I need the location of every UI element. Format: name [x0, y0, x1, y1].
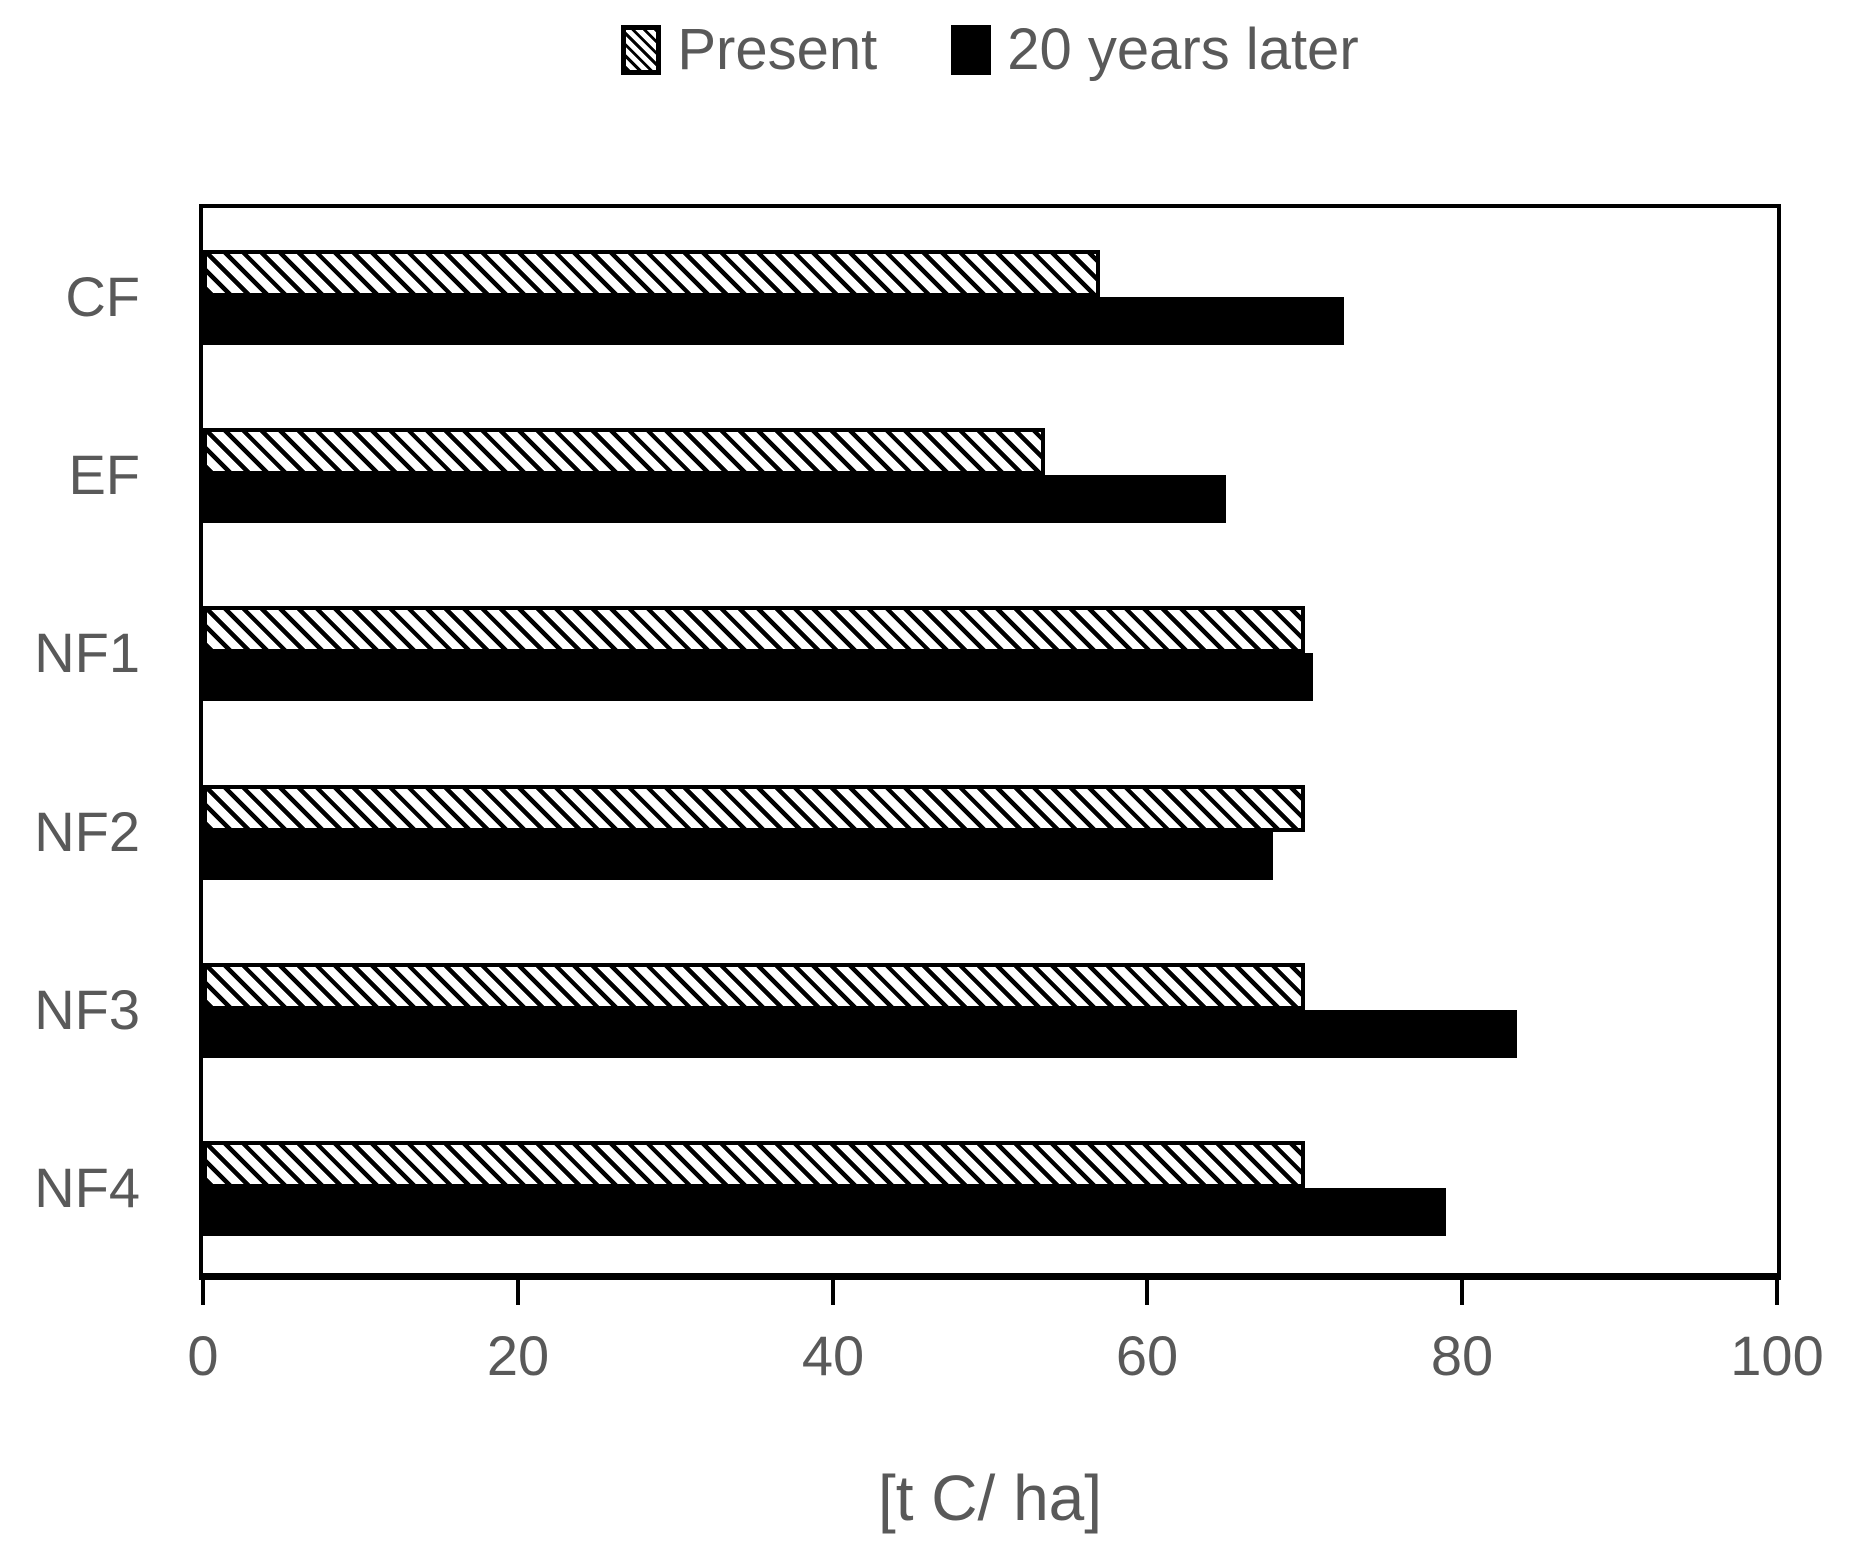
legend-item-20-years-later: 20 years later [951, 17, 1359, 82]
x-tick-label-40: 40 [801, 1324, 865, 1387]
category-label-nf3: NF3 [34, 978, 140, 1041]
x-tick-label-60: 60 [1115, 1324, 1179, 1387]
legend-item-present: Present [621, 21, 877, 79]
category-label-nf1: NF1 [34, 621, 140, 684]
category-label-nf2: NF2 [34, 800, 140, 863]
bar-hatched-ef [203, 428, 1045, 475]
category-label-cf: CF [65, 265, 140, 328]
x-tick-mark-20 [516, 1280, 520, 1305]
x-axis-title: [t C/ ha] [877, 1462, 1103, 1534]
x-tick-label-0: 0 [187, 1324, 219, 1387]
bar-hatched-nf3 [203, 963, 1305, 1010]
bar-solid-nf2 [203, 832, 1273, 880]
x-tick-mark-40 [831, 1280, 835, 1305]
category-label-nf4: NF4 [34, 1156, 140, 1219]
x-tick-mark-60 [1145, 1280, 1149, 1305]
bar-solid-ef [203, 475, 1226, 523]
x-tick-mark-100 [1775, 1280, 1779, 1305]
bar-hatched-nf2 [203, 785, 1305, 832]
x-tick-mark-0 [201, 1280, 205, 1305]
bar-hatched-cf [203, 250, 1100, 297]
x-tick-label-100: 100 [1730, 1324, 1824, 1387]
x-axis-line [199, 1273, 1781, 1280]
bar-hatched-nf1 [203, 606, 1305, 653]
legend-label-20-years-later: 20 years later [1007, 17, 1359, 82]
hatched-swatch-icon [621, 25, 662, 75]
bar-solid-cf [203, 297, 1344, 345]
solid-swatch-icon [951, 25, 992, 75]
bar-hatched-nf4 [203, 1141, 1305, 1188]
x-tick-label-20: 20 [486, 1324, 550, 1387]
bar-solid-nf1 [203, 653, 1313, 701]
chart-legend: Present 20 years later [203, 8, 1777, 92]
category-label-ef: EF [68, 443, 140, 506]
plot-area [199, 204, 1781, 1277]
legend-label-present: Present [677, 17, 878, 82]
x-tick-mark-80 [1460, 1280, 1464, 1305]
bar-solid-nf4 [203, 1188, 1446, 1236]
bar-solid-nf3 [203, 1010, 1517, 1058]
x-tick-label-80: 80 [1430, 1324, 1494, 1387]
